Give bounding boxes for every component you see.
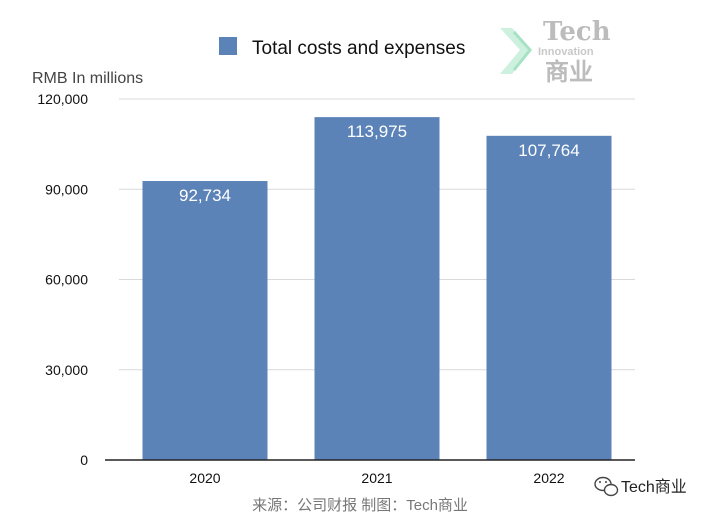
y-axis-label: RMB In millions — [32, 70, 143, 87]
logo-chinese-text: 商业 — [545, 58, 593, 86]
bar-2022 — [486, 135, 612, 460]
watermark-logo: Tech Innovation 商业 — [500, 17, 611, 86]
y-tick-label: 0 — [80, 452, 88, 468]
data-label-2020: 92,734 — [179, 186, 231, 205]
logo-chevron-icon — [500, 28, 532, 74]
x-tick-label: 2022 — [533, 470, 564, 486]
legend: Total costs and expenses — [219, 37, 465, 59]
bar-2020 — [142, 181, 268, 461]
legend-label: Total costs and expenses — [252, 38, 465, 59]
bars — [142, 117, 612, 461]
logo-innovation-text: Innovation — [538, 46, 594, 58]
wechat-icon — [594, 476, 619, 497]
x-tick-label: 2021 — [361, 470, 392, 486]
wechat-brand-text: Tech商业 — [621, 478, 687, 496]
logo-tech-text: Tech — [543, 17, 611, 47]
x-tick-label: 2020 — [189, 470, 220, 486]
y-tick-label: 60,000 — [45, 272, 88, 288]
x-axis-ticks: 2020 2021 2022 — [189, 470, 564, 486]
data-label-2022: 107,764 — [518, 141, 579, 160]
legend-swatch — [219, 37, 237, 55]
y-axis-ticks: 0 30,000 60,000 90,000 120,000 — [37, 91, 88, 468]
source-note: 来源：公司财报 制图：Tech商业 — [252, 497, 468, 514]
y-tick-label: 120,000 — [37, 91, 88, 107]
bar-2021 — [314, 117, 440, 460]
y-tick-label: 90,000 — [45, 181, 88, 197]
y-tick-label: 30,000 — [45, 362, 88, 378]
wechat-brand: Tech商业 — [594, 476, 687, 497]
data-labels: 92,734 113,975 107,764 — [179, 122, 580, 205]
data-label-2021: 113,975 — [347, 122, 407, 141]
